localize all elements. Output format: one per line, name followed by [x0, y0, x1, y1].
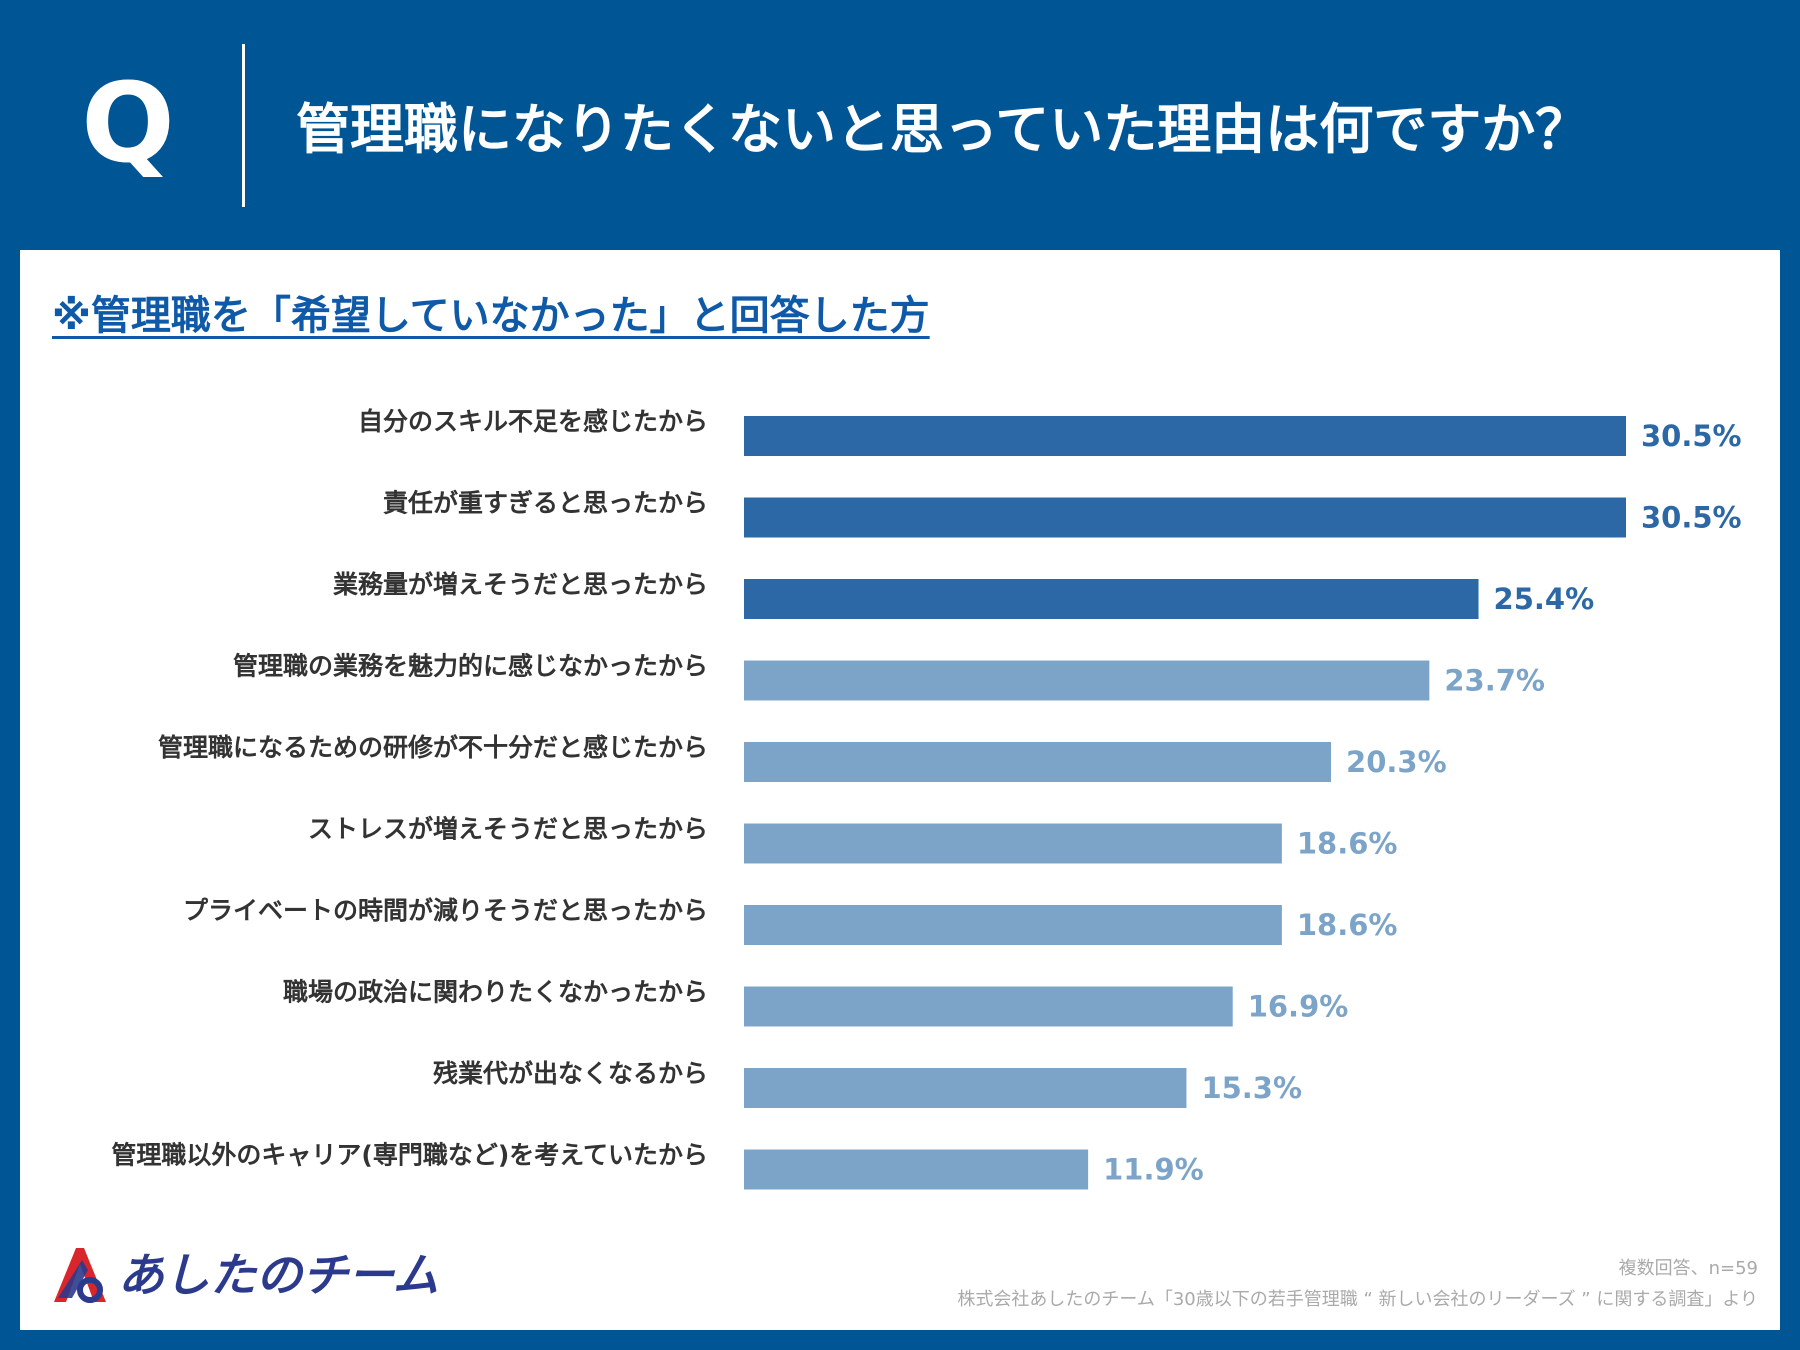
bar — [744, 742, 1332, 782]
category-label: 管理職の業務を魅力的に感じなかったから — [233, 652, 708, 681]
header: Q 管理職になりたくないと思っていた理由は何ですか？ — [0, 0, 1800, 250]
bar — [744, 497, 1626, 538]
category-label: 管理職以外のキャリア(専門職など)を考えていたから — [111, 1141, 708, 1170]
category-label: 責任が重すぎると思ったから — [383, 489, 708, 518]
value-label: 11.9% — [1103, 1153, 1204, 1187]
respondent-subtitle: ※管理職を「希望していなかった」と回答した方 — [52, 293, 930, 339]
chart-panel: ※管理職を「希望していなかった」と回答した方 自分のスキル不足を感じたから 30.… — [20, 250, 1780, 1330]
value-label: 16.9% — [1248, 990, 1349, 1024]
category-label: プライベートの時間が減りそうだと思ったから — [183, 896, 708, 925]
bar — [744, 1149, 1089, 1190]
bar — [744, 416, 1626, 456]
value-label: 30.5% — [1641, 419, 1742, 453]
category-label: 残業代が出なくなるから — [433, 1059, 708, 1088]
source-note: 株式会社あしたのチーム「30歳以下の若手管理職 “ 新しい会社のリーダーズ ” … — [957, 1289, 1758, 1310]
bar — [744, 823, 1282, 864]
value-label: 15.3% — [1201, 1071, 1302, 1105]
value-label: 23.7% — [1444, 664, 1545, 698]
q-mark: Q — [81, 59, 175, 187]
question-title: 管理職になりたくないと思っていた理由は何ですか？ — [296, 98, 1590, 161]
bar — [744, 660, 1430, 701]
value-label: 25.4% — [1494, 582, 1595, 616]
bar — [744, 986, 1233, 1027]
bar — [744, 579, 1479, 619]
bar — [744, 905, 1282, 945]
category-label: ストレスが増えそうだと思ったから — [308, 815, 708, 844]
value-label: 18.6% — [1297, 827, 1398, 861]
bar-chart: 自分のスキル不足を感じたから 30.5% 責任が重すぎると思ったから 30.5% 業務量… — [111, 407, 1742, 1190]
a-mark-icon — [54, 1248, 106, 1303]
company-logo: あしたのチーム — [48, 1240, 468, 1310]
value-label: 18.6% — [1297, 908, 1398, 942]
value-label: 20.3% — [1346, 745, 1447, 779]
category-label: 自分のスキル不足を感じたから — [358, 407, 708, 436]
category-label: 職場の政治に関わりたくなかったから — [283, 978, 708, 1007]
category-label: 管理職になるための研修が不十分だと感じたから — [158, 733, 708, 762]
bar — [744, 1068, 1187, 1108]
category-label: 業務量が増えそうだと思ったから — [333, 570, 708, 599]
logo-text: あしたのチーム — [118, 1248, 439, 1302]
header-divider — [242, 44, 245, 207]
respondents-note: 複数回答、n=59 — [1618, 1258, 1758, 1279]
value-label: 30.5% — [1641, 501, 1742, 535]
